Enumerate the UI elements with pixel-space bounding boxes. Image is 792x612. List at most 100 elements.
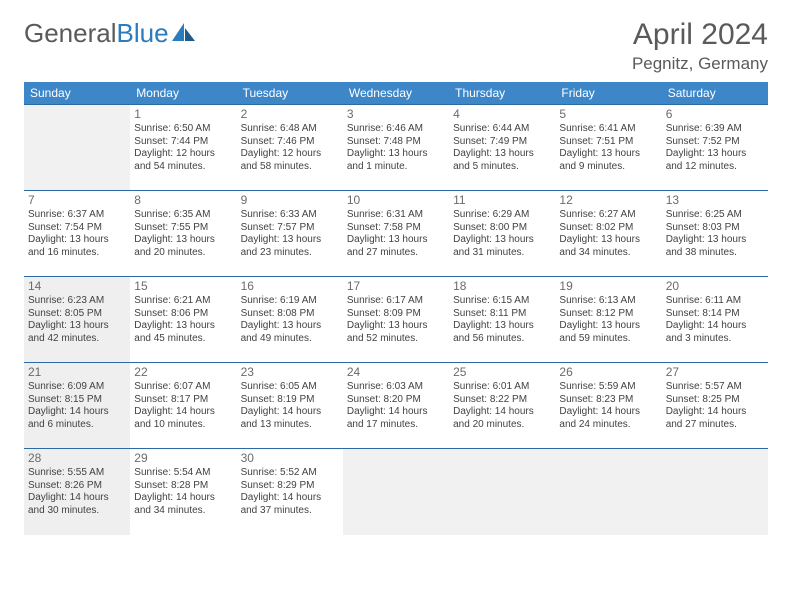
- day-number: 18: [453, 279, 551, 294]
- day-info-line: and 54 minutes.: [134, 161, 232, 174]
- day-info-line: Sunset: 7:54 PM: [28, 222, 126, 235]
- day-info-line: Sunrise: 6:48 AM: [241, 123, 339, 136]
- weekday-header: Tuesday: [237, 82, 343, 105]
- calendar-cell: 6Sunrise: 6:39 AMSunset: 7:52 PMDaylight…: [662, 105, 768, 191]
- calendar-cell: 27Sunrise: 5:57 AMSunset: 8:25 PMDayligh…: [662, 363, 768, 449]
- day-info-line: Daylight: 13 hours: [666, 148, 764, 161]
- day-info-line: Daylight: 13 hours: [28, 234, 126, 247]
- calendar-cell: 11Sunrise: 6:29 AMSunset: 8:00 PMDayligh…: [449, 191, 555, 277]
- calendar-cell-empty: [662, 449, 768, 535]
- day-info-line: Sunrise: 6:50 AM: [134, 123, 232, 136]
- calendar-cell: 15Sunrise: 6:21 AMSunset: 8:06 PMDayligh…: [130, 277, 236, 363]
- logo-sail-icon: [171, 22, 197, 42]
- day-number: 25: [453, 365, 551, 380]
- weekday-header: Thursday: [449, 82, 555, 105]
- calendar-cell: 17Sunrise: 6:17 AMSunset: 8:09 PMDayligh…: [343, 277, 449, 363]
- day-info-line: Sunrise: 5:52 AM: [241, 467, 339, 480]
- day-info-line: Sunset: 8:03 PM: [666, 222, 764, 235]
- logo-text-2: Blue: [117, 18, 169, 49]
- logo: GeneralBlue: [24, 18, 197, 49]
- day-info-line: Sunrise: 6:39 AM: [666, 123, 764, 136]
- day-info-line: Sunrise: 6:09 AM: [28, 381, 126, 394]
- day-number: 17: [347, 279, 445, 294]
- day-number: 6: [666, 107, 764, 122]
- calendar-cell: 28Sunrise: 5:55 AMSunset: 8:26 PMDayligh…: [24, 449, 130, 535]
- day-info-line: Sunset: 7:51 PM: [559, 136, 657, 149]
- day-number: 3: [347, 107, 445, 122]
- day-info-line: Daylight: 14 hours: [347, 406, 445, 419]
- day-number: 10: [347, 193, 445, 208]
- weekday-header: Monday: [130, 82, 236, 105]
- day-info-line: and 6 minutes.: [28, 419, 126, 432]
- day-info-line: Sunrise: 6:07 AM: [134, 381, 232, 394]
- day-info-line: Daylight: 13 hours: [241, 320, 339, 333]
- day-info-line: Daylight: 13 hours: [453, 234, 551, 247]
- day-info-line: Daylight: 13 hours: [453, 148, 551, 161]
- day-info-line: Sunrise: 6:31 AM: [347, 209, 445, 222]
- calendar-cell: 22Sunrise: 6:07 AMSunset: 8:17 PMDayligh…: [130, 363, 236, 449]
- day-info-line: Sunrise: 6:17 AM: [347, 295, 445, 308]
- day-info-line: Sunset: 8:11 PM: [453, 308, 551, 321]
- calendar-cell: 25Sunrise: 6:01 AMSunset: 8:22 PMDayligh…: [449, 363, 555, 449]
- calendar-cell: 10Sunrise: 6:31 AMSunset: 7:58 PMDayligh…: [343, 191, 449, 277]
- day-info-line: Sunset: 7:44 PM: [134, 136, 232, 149]
- day-info-line: Sunrise: 6:44 AM: [453, 123, 551, 136]
- day-number: 20: [666, 279, 764, 294]
- calendar-cell: 12Sunrise: 6:27 AMSunset: 8:02 PMDayligh…: [555, 191, 661, 277]
- day-info-line: Daylight: 14 hours: [134, 406, 232, 419]
- day-info-line: Sunset: 8:29 PM: [241, 480, 339, 493]
- day-info-line: Sunrise: 6:23 AM: [28, 295, 126, 308]
- day-info-line: Sunset: 7:48 PM: [347, 136, 445, 149]
- calendar-cell: 29Sunrise: 5:54 AMSunset: 8:28 PMDayligh…: [130, 449, 236, 535]
- day-info-line: Sunset: 8:26 PM: [28, 480, 126, 493]
- day-number: 23: [241, 365, 339, 380]
- calendar-cell: 7Sunrise: 6:37 AMSunset: 7:54 PMDaylight…: [24, 191, 130, 277]
- day-info-line: and 34 minutes.: [134, 505, 232, 518]
- day-info-line: and 16 minutes.: [28, 247, 126, 260]
- day-info-line: Sunrise: 6:25 AM: [666, 209, 764, 222]
- calendar-cell: 1Sunrise: 6:50 AMSunset: 7:44 PMDaylight…: [130, 105, 236, 191]
- day-number: 27: [666, 365, 764, 380]
- day-info-line: Sunrise: 6:46 AM: [347, 123, 445, 136]
- day-info-line: Sunrise: 6:29 AM: [453, 209, 551, 222]
- day-info-line: Daylight: 13 hours: [559, 234, 657, 247]
- day-info-line: Sunrise: 5:59 AM: [559, 381, 657, 394]
- day-info-line: Sunset: 8:23 PM: [559, 394, 657, 407]
- day-info-line: and 31 minutes.: [453, 247, 551, 260]
- calendar-week-row: 28Sunrise: 5:55 AMSunset: 8:26 PMDayligh…: [24, 449, 768, 535]
- day-info-line: Sunrise: 6:33 AM: [241, 209, 339, 222]
- day-number: 12: [559, 193, 657, 208]
- day-info-line: Sunrise: 6:01 AM: [453, 381, 551, 394]
- day-info-line: Sunset: 8:09 PM: [347, 308, 445, 321]
- calendar-week-row: 21Sunrise: 6:09 AMSunset: 8:15 PMDayligh…: [24, 363, 768, 449]
- day-info-line: Sunrise: 5:54 AM: [134, 467, 232, 480]
- day-number: 5: [559, 107, 657, 122]
- day-info-line: Sunrise: 5:57 AM: [666, 381, 764, 394]
- day-number: 21: [28, 365, 126, 380]
- calendar-cell: 5Sunrise: 6:41 AMSunset: 7:51 PMDaylight…: [555, 105, 661, 191]
- calendar-cell: 16Sunrise: 6:19 AMSunset: 8:08 PMDayligh…: [237, 277, 343, 363]
- day-info-line: Daylight: 13 hours: [347, 148, 445, 161]
- day-info-line: Sunrise: 6:13 AM: [559, 295, 657, 308]
- header: GeneralBlue April 2024 Pegnitz, Germany: [24, 18, 768, 74]
- day-info-line: Daylight: 14 hours: [28, 492, 126, 505]
- weekday-header: Wednesday: [343, 82, 449, 105]
- day-number: 13: [666, 193, 764, 208]
- day-info-line: and 1 minute.: [347, 161, 445, 174]
- calendar-cell-empty: [343, 449, 449, 535]
- day-number: 19: [559, 279, 657, 294]
- day-info-line: and 45 minutes.: [134, 333, 232, 346]
- day-info-line: Daylight: 13 hours: [347, 320, 445, 333]
- day-number: 11: [453, 193, 551, 208]
- day-info-line: Sunrise: 5:55 AM: [28, 467, 126, 480]
- day-info-line: Daylight: 14 hours: [559, 406, 657, 419]
- location: Pegnitz, Germany: [632, 54, 768, 74]
- calendar-cell: 23Sunrise: 6:05 AMSunset: 8:19 PMDayligh…: [237, 363, 343, 449]
- day-info-line: Daylight: 13 hours: [28, 320, 126, 333]
- day-info-line: Daylight: 14 hours: [666, 320, 764, 333]
- day-info-line: and 34 minutes.: [559, 247, 657, 260]
- calendar-cell: 18Sunrise: 6:15 AMSunset: 8:11 PMDayligh…: [449, 277, 555, 363]
- day-info-line: Sunrise: 6:05 AM: [241, 381, 339, 394]
- day-info-line: and 13 minutes.: [241, 419, 339, 432]
- day-info-line: Daylight: 14 hours: [453, 406, 551, 419]
